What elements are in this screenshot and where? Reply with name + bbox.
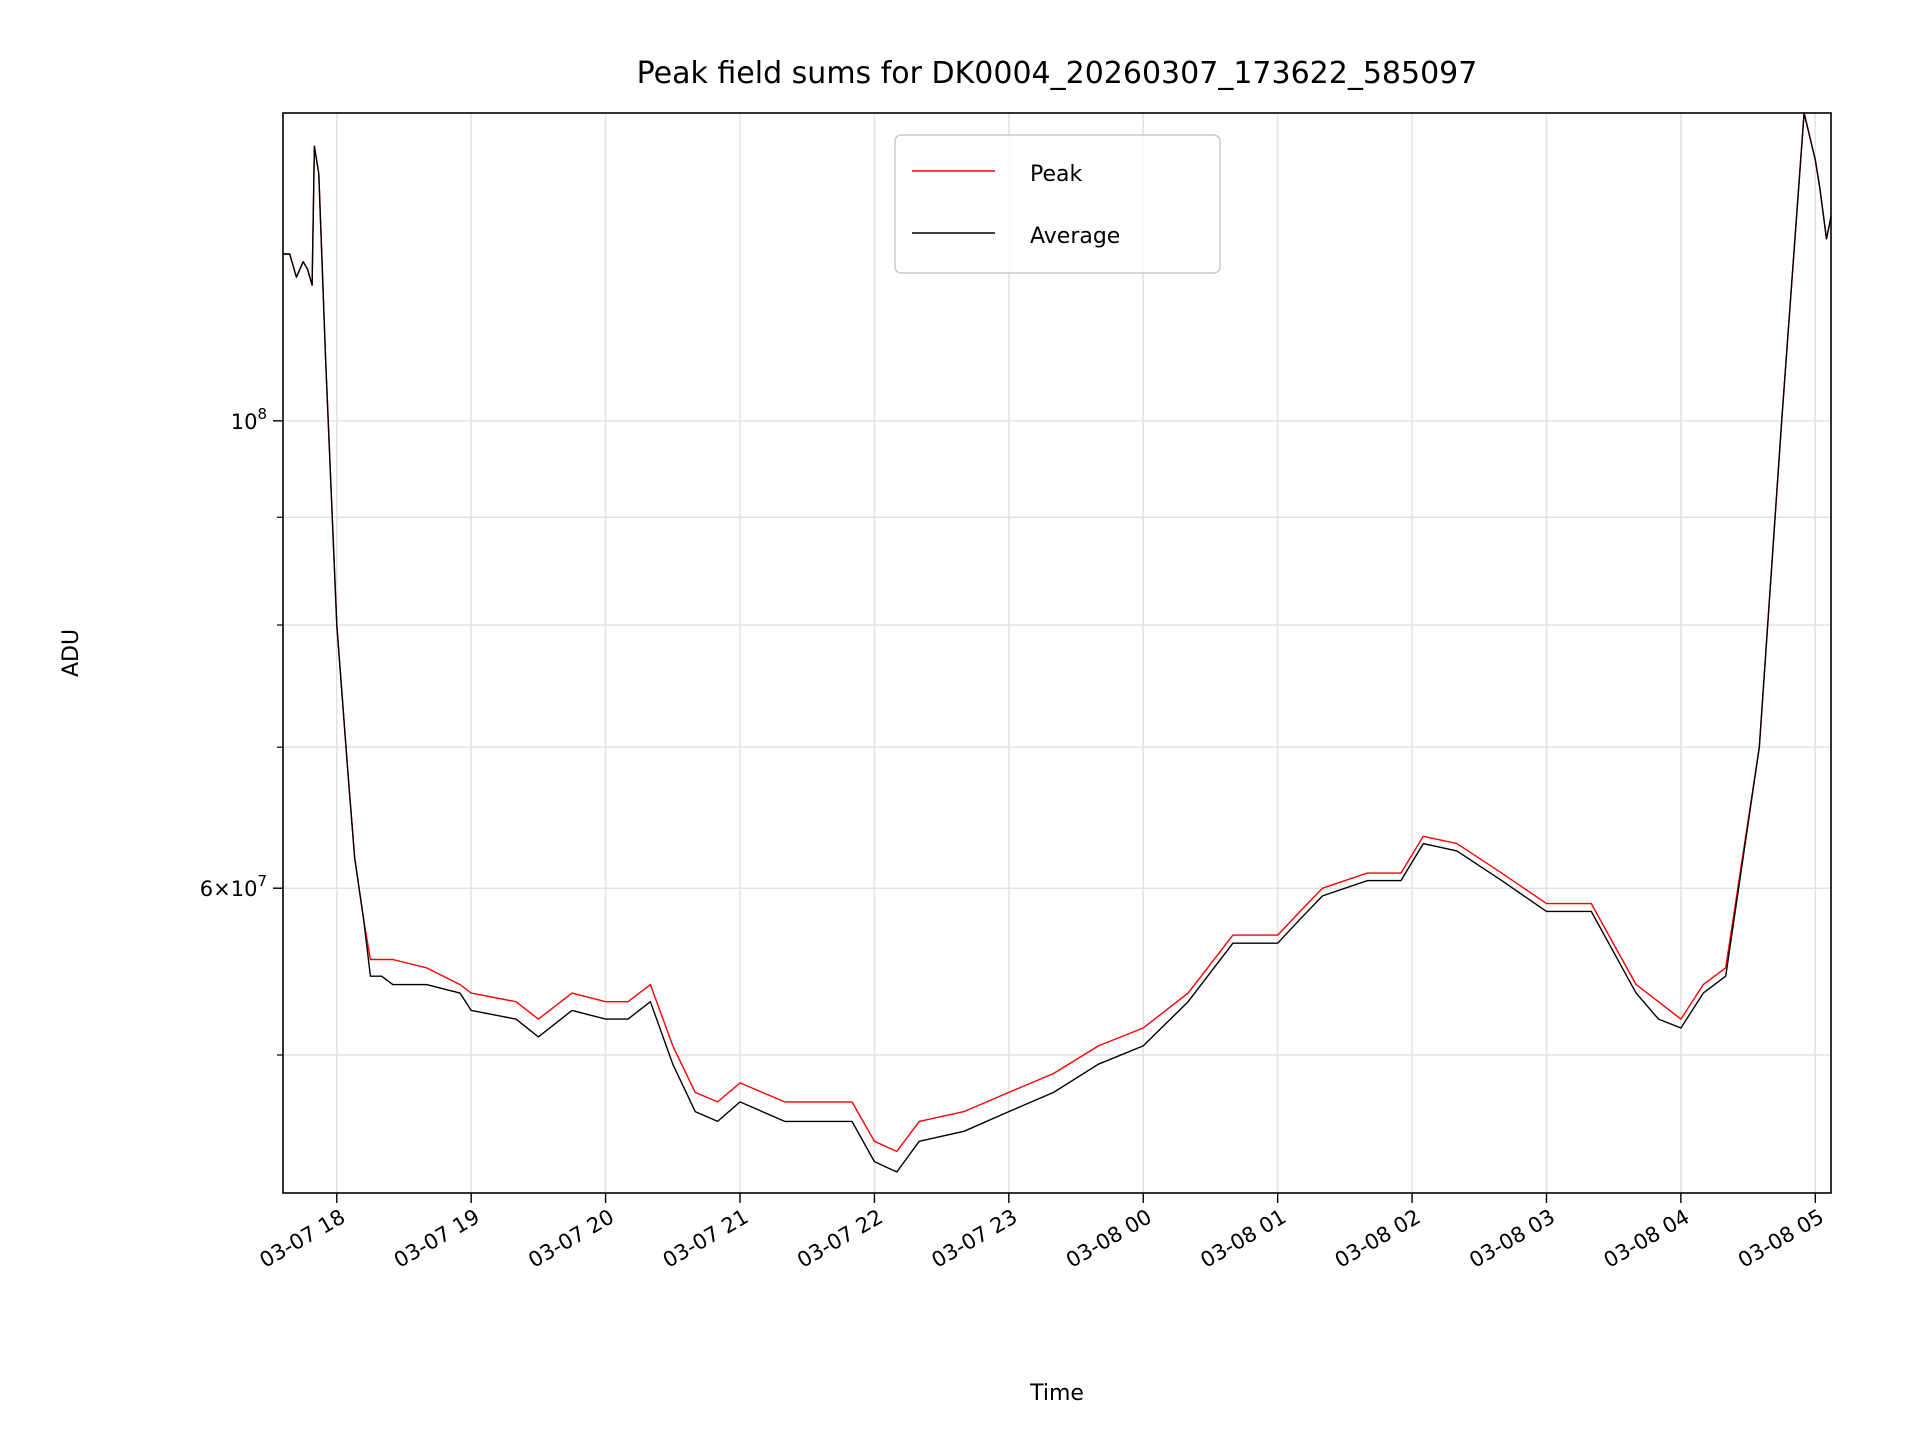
grid — [283, 113, 1831, 1193]
series-lines — [283, 112, 1832, 1173]
chart-title: Peak field sums for DK0004_20260307_1736… — [637, 56, 1478, 91]
legend-label-peak: Peak — [1030, 162, 1082, 187]
series-line-average — [283, 112, 1832, 1173]
y-axis: 108 6×107 — [200, 405, 283, 1056]
legend-box — [894, 134, 1221, 274]
y-tick-label: 6×107 — [200, 872, 267, 901]
legend: Peak Average — [894, 134, 1221, 274]
plot-frame — [282, 112, 1832, 1194]
y-axis-label: ADU — [59, 629, 84, 677]
y-tick-label: 108 — [231, 405, 267, 434]
x-axis-label: Time — [1029, 1381, 1084, 1406]
legend-label-average: Average — [1030, 224, 1120, 249]
